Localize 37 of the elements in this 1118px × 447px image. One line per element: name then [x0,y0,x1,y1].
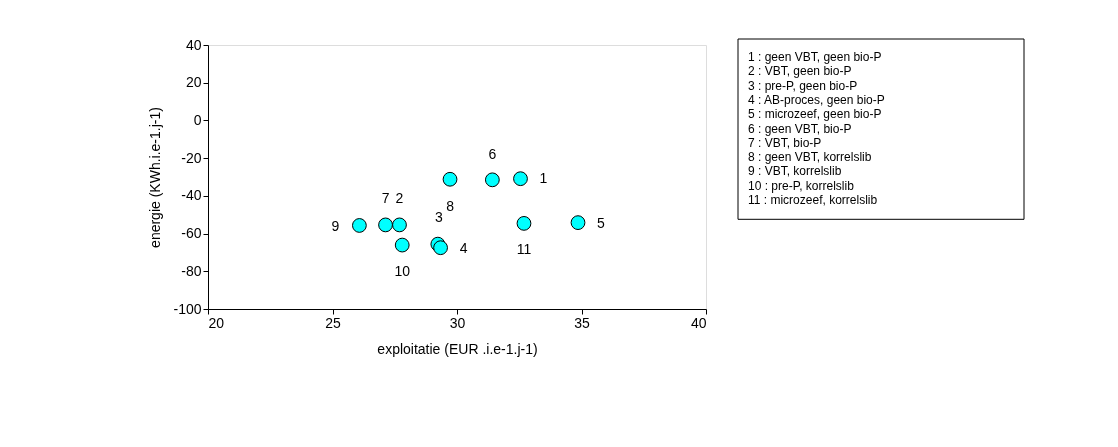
annotation: 6 [488,145,497,162]
annotation: 4 [459,239,468,256]
text: 5 : microzeef, geen bio-P [748,107,882,122]
y-tick-label: -60 [181,225,202,242]
x-tick-label: 30 [449,314,466,331]
annotation: 3 [434,209,443,226]
y-tick-label: 0 [193,111,202,128]
x-tick-label: 40 [690,314,707,331]
y-tick-label: 20 [185,74,202,91]
text: 10 : pre-P, korrelslib [748,178,855,193]
annotation: 1 [539,169,548,186]
y-tick-label: -80 [181,262,202,279]
annotation: 9 [331,218,340,235]
text: 7 : VBT, bio-P [748,135,822,150]
y-axis-title: energie (KWh.i.e-1.j-1) [147,107,164,248]
y-tick-label: -100 [173,300,202,317]
y-tick-label: -20 [181,149,202,166]
text: 9 : VBT, korrelslib [748,164,842,179]
annotation: 5 [597,214,606,231]
annotation: 7 [381,189,390,206]
annotation: 11 [516,241,532,258]
text: 3 : pre-P, geen bio-P [748,78,858,93]
text: 1 : geen VBT, geen bio-P [748,50,882,64]
text: 4 : AB-proces, geen bio-P [748,92,885,107]
annotation: 10 [394,263,411,280]
x-tick-label: 25 [325,314,341,331]
x-tick-label: 20 [208,314,225,331]
text: 11 : microzeef, korrelslib [748,193,878,207]
text: 8 : geen VBT, korrelslib [748,150,872,165]
x-tick-label: 35 [574,314,590,331]
annotation: 2 [395,189,404,206]
text: 2 : VBT, geen bio-P [748,64,852,79]
x-axis-title: exploitatie (EUR .i.e-1.j-1) [377,340,538,357]
annotation: 8 [446,198,455,215]
y-tick-label: -40 [181,187,202,204]
text: 6 : geen VBT, bio-P [748,121,852,136]
y-tick-label: 40 [185,36,202,53]
